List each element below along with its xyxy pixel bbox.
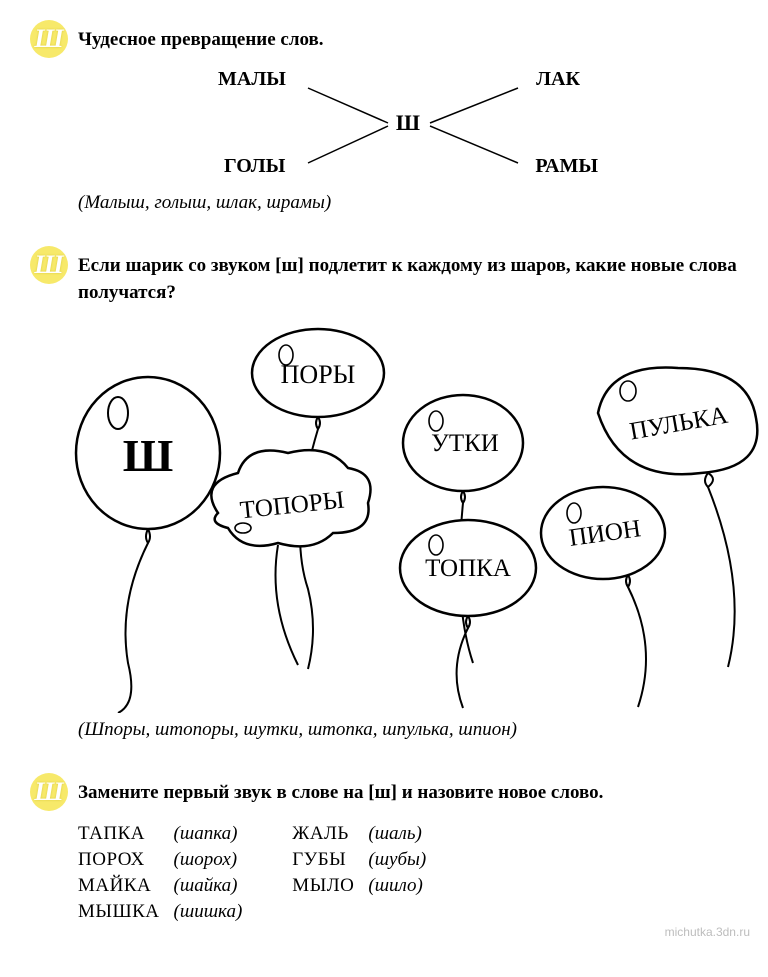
table-row: ПОРОХ (шорох) ГУБЫ (шубы): [78, 847, 476, 873]
res-cell: (шубы): [368, 847, 476, 873]
word-diagram: Ш МАЛЫ ГОЛЫ ЛАК РАМЫ: [208, 68, 608, 178]
table-row: ТАПКА (шапка) ЖАЛЬ (шаль): [78, 821, 476, 847]
diagram-bottom-left: ГОЛЫ: [224, 155, 285, 178]
src-cell: [292, 899, 368, 925]
balloon-3-label: УТКИ: [431, 430, 499, 457]
src-cell: МЫЛО: [292, 873, 368, 899]
src-cell: ТАПКА: [78, 821, 174, 847]
table-row: МЫШКА (шишка): [78, 899, 476, 925]
section-1-answers: (Малыш, голыш, шлак, шрамы): [78, 192, 738, 214]
balloon-string: [118, 543, 148, 713]
src-cell: ЖАЛЬ: [292, 821, 368, 847]
res-cell: (шайка): [174, 873, 293, 899]
diagram-center: Ш: [396, 110, 420, 136]
res-cell: [368, 899, 476, 925]
src-cell: МАЙКА: [78, 873, 174, 899]
watermark-text: michutka.3dn.ru: [665, 925, 750, 939]
word-replace-table: ТАПКА (шапка) ЖАЛЬ (шаль) ПОРОХ (шорох) …: [78, 821, 476, 925]
src-cell: ГУБЫ: [292, 847, 368, 873]
section-2-title: Если шарик со звуком [ш] подлетит к кажд…: [78, 252, 768, 307]
src-cell: ПОРОХ: [78, 847, 174, 873]
table-row: МАЙКА (шайка) МЫЛО (шило): [78, 873, 476, 899]
badge-icon: Ш: [30, 20, 68, 58]
diagram-top-right: ЛАК: [536, 68, 580, 91]
balloon-main-label: Ш: [123, 430, 174, 481]
balloons-figure: Ш ПОРЫ ТОПОРЫ УТКИ: [68, 313, 768, 713]
badge-icon: Ш: [30, 773, 68, 811]
section-2: Ш Если шарик со звуком [ш] подлетит к ка…: [30, 246, 738, 763]
diagram-top-left: МАЛЫ: [218, 68, 286, 91]
balloons-svg: Ш ПОРЫ ТОПОРЫ УТКИ: [68, 313, 768, 713]
diagram-bottom-right: РАМЫ: [535, 155, 598, 178]
balloon-1-label: ПОРЫ: [281, 360, 356, 389]
res-cell: (шило): [368, 873, 476, 899]
res-cell: (шишка): [174, 899, 293, 925]
res-cell: (шапка): [174, 821, 293, 847]
section-1-title: Чудесное превращение слов.: [78, 26, 738, 54]
src-cell: МЫШКА: [78, 899, 174, 925]
balloon-4-label: ТОПКА: [425, 555, 511, 582]
section-1-body: Чудесное превращение слов. Ш МАЛЫ ГОЛЫ Л…: [78, 20, 738, 236]
section-3: Ш Замените первый звук в слове на [ш] и …: [30, 773, 738, 811]
section-1: Ш Чудесное превращение слов. Ш МАЛЫ ГОЛЫ…: [30, 20, 738, 236]
section-2-answers: (Шпоры, штопоры, шутки, штопка, шпулька,…: [78, 719, 768, 741]
res-cell: (шаль): [368, 821, 476, 847]
badge-icon: Ш: [30, 246, 68, 284]
section-3-body: Замените первый звук в слове на [ш] и на…: [78, 773, 738, 807]
res-cell: (шорох): [174, 847, 293, 873]
section-2-body: Если шарик со звуком [ш] подлетит к кажд…: [78, 246, 768, 763]
section-3-title: Замените первый звук в слове на [ш] и на…: [78, 779, 738, 807]
